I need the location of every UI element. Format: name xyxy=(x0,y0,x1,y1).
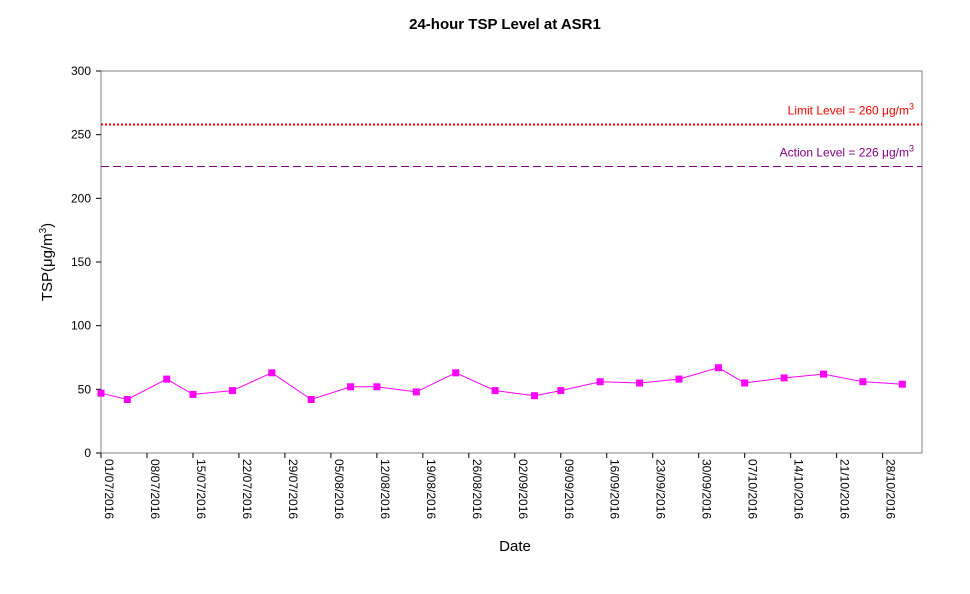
x-tick-label: 14/10/2016 xyxy=(792,459,806,519)
y-tick-label: 250 xyxy=(71,128,91,142)
x-tick-label: 15/07/2016 xyxy=(194,459,208,519)
data-point xyxy=(859,378,867,386)
y-axis: 0 50 100 150 200 250 300 xyxy=(71,64,101,460)
data-point xyxy=(97,389,105,397)
x-axis-label: Date xyxy=(499,538,531,555)
x-tick-label: 29/07/2016 xyxy=(286,459,300,519)
data-point xyxy=(491,387,499,395)
y-tick-label: 50 xyxy=(78,382,92,396)
data-point xyxy=(780,374,788,382)
x-tick-label: 30/09/2016 xyxy=(700,459,714,519)
data-point xyxy=(228,387,236,395)
data-point xyxy=(898,380,906,388)
reference-lines: Limit Level = 260 μg/m3 Action Level = 22… xyxy=(101,101,922,167)
y-tick-label: 0 xyxy=(84,446,91,460)
y-tick-label: 200 xyxy=(71,191,91,205)
x-tick-label: 08/07/2016 xyxy=(148,459,162,519)
data-point xyxy=(163,375,171,383)
data-point xyxy=(347,383,355,391)
data-point xyxy=(714,364,722,372)
reference-line-label-0: Limit Level = 260 μg/m3 xyxy=(788,101,914,117)
x-tick-label: 02/09/2016 xyxy=(516,459,530,519)
x-tick-label: 16/09/2016 xyxy=(608,459,622,519)
x-tick-label: 09/09/2016 xyxy=(562,459,576,519)
x-tick-label: 12/08/2016 xyxy=(378,459,392,519)
reference-line-label-1: Action Level = 226 μg/m3 xyxy=(780,144,914,160)
data-point xyxy=(741,379,749,387)
data-point xyxy=(675,375,683,383)
data-point xyxy=(189,390,197,398)
data-point xyxy=(636,379,644,387)
data-point xyxy=(123,396,131,403)
y-tick-label: 150 xyxy=(71,255,91,269)
y-axis-label: TSP(μg/m3) xyxy=(38,223,56,301)
data-point xyxy=(557,387,565,395)
data-point xyxy=(531,392,538,400)
x-tick-label: 28/10/2016 xyxy=(884,459,898,519)
x-axis: 01/07/2016 08/07/2016 15/07/2016 22/07/2016… xyxy=(100,453,898,519)
data-point xyxy=(268,369,276,377)
x-tick-label: 23/09/2016 xyxy=(654,459,668,519)
data-point xyxy=(412,388,420,396)
chart-title: 24-hour TSP Level at ASR1 xyxy=(409,16,601,33)
data-point xyxy=(373,383,381,391)
data-point xyxy=(596,378,604,386)
x-tick-label: 01/07/2016 xyxy=(102,459,116,519)
data-point xyxy=(307,396,315,403)
data-point xyxy=(452,369,460,377)
x-tick-label: 19/08/2016 xyxy=(424,459,438,519)
x-tick-label: 26/08/2016 xyxy=(470,459,484,519)
plot-area-frame xyxy=(100,70,923,454)
y-tick-label: 100 xyxy=(71,319,91,333)
x-tick-label: 07/10/2016 xyxy=(746,459,760,519)
data-point xyxy=(820,370,827,378)
x-tick-label: 05/08/2016 xyxy=(332,459,346,519)
y-tick-label: 300 xyxy=(71,64,91,78)
x-tick-label: 22/07/2016 xyxy=(240,459,254,519)
x-tick-label: 21/10/2016 xyxy=(838,459,852,519)
series-line xyxy=(100,367,903,401)
series-group xyxy=(97,364,906,403)
